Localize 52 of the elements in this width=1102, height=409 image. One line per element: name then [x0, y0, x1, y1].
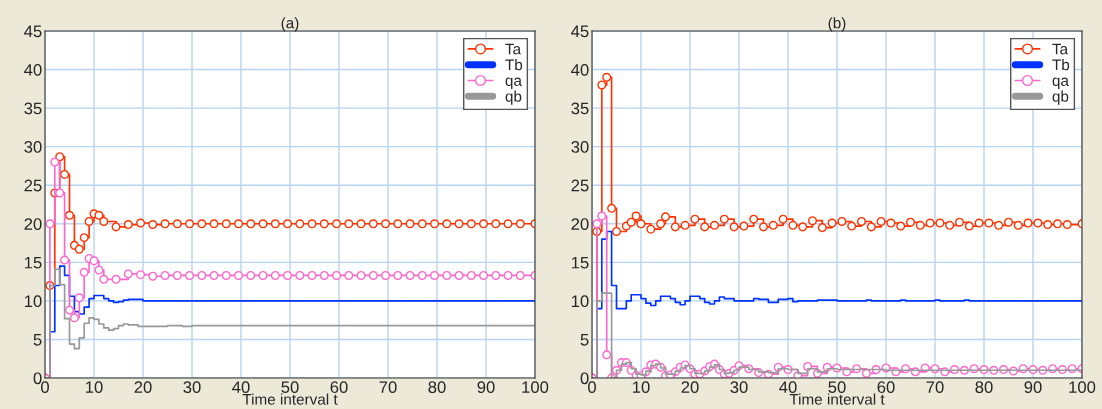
y-tick-label: 25	[24, 179, 42, 192]
y-tick-label: 35	[24, 102, 42, 115]
legend-label: Tb	[505, 58, 523, 71]
legend-label: Ta	[505, 43, 522, 55]
x-tick-label: 50	[828, 381, 846, 394]
y-tick-label: 35	[571, 102, 589, 115]
x-tick-label: 20	[134, 381, 152, 394]
y-tick-label: 20	[24, 218, 42, 230]
x-tick-label: 60	[330, 381, 348, 394]
y-tick-label: 15	[571, 256, 589, 269]
chart-title: (b)	[828, 17, 846, 32]
legend-label: Tb	[1052, 58, 1070, 71]
legend-label: Ta	[1052, 43, 1069, 55]
x-axis-title: Time interval t	[242, 393, 338, 405]
y-tick-label: 10	[24, 295, 42, 308]
x-tick-label: 60	[877, 381, 895, 394]
x-tick-label: 100	[1069, 381, 1096, 394]
x-tick-label: 10	[86, 381, 103, 394]
x-tick-label: 80	[428, 381, 446, 394]
legend-label: qa	[505, 77, 522, 89]
chart-title: (a)	[281, 17, 299, 32]
legend-label: qb	[1052, 90, 1069, 105]
y-tick-label: 5	[33, 334, 42, 346]
y-tick-label: 20	[571, 218, 589, 230]
x-tick-label: 50	[281, 381, 299, 394]
y-tick-label: 45	[571, 25, 589, 38]
y-tick-label: 5	[580, 334, 589, 346]
x-tick-label: 90	[477, 381, 495, 394]
x-tick-label: 10	[633, 381, 650, 394]
y-tick-label: 30	[571, 141, 589, 153]
y-tick-label: 10	[571, 295, 589, 308]
x-tick-label: 70	[379, 381, 397, 394]
x-tick-label: 30	[730, 381, 748, 394]
y-tick-label: 0	[33, 372, 42, 385]
x-tick-label: 20	[681, 381, 699, 394]
y-tick-label: 45	[24, 25, 42, 38]
x-tick-label: 90	[1024, 381, 1042, 394]
x-tick-label: 70	[926, 381, 944, 394]
x-tick-label: 100	[522, 381, 549, 394]
x-tick-label: 40	[779, 381, 797, 394]
x-axis-title: Time interval t	[789, 393, 885, 405]
x-tick-label: 80	[975, 381, 993, 394]
legend-label: qb	[505, 90, 522, 105]
y-tick-label: 15	[24, 256, 42, 269]
y-tick-label: 0	[580, 372, 589, 385]
x-tick-label: 30	[183, 381, 201, 394]
y-tick-label: 30	[24, 141, 42, 153]
x-tick-label: 40	[232, 381, 250, 394]
y-tick-label: 40	[24, 63, 42, 76]
legend-label: qa	[1052, 77, 1069, 89]
y-tick-label: 40	[571, 63, 589, 76]
y-tick-label: 25	[571, 179, 589, 192]
